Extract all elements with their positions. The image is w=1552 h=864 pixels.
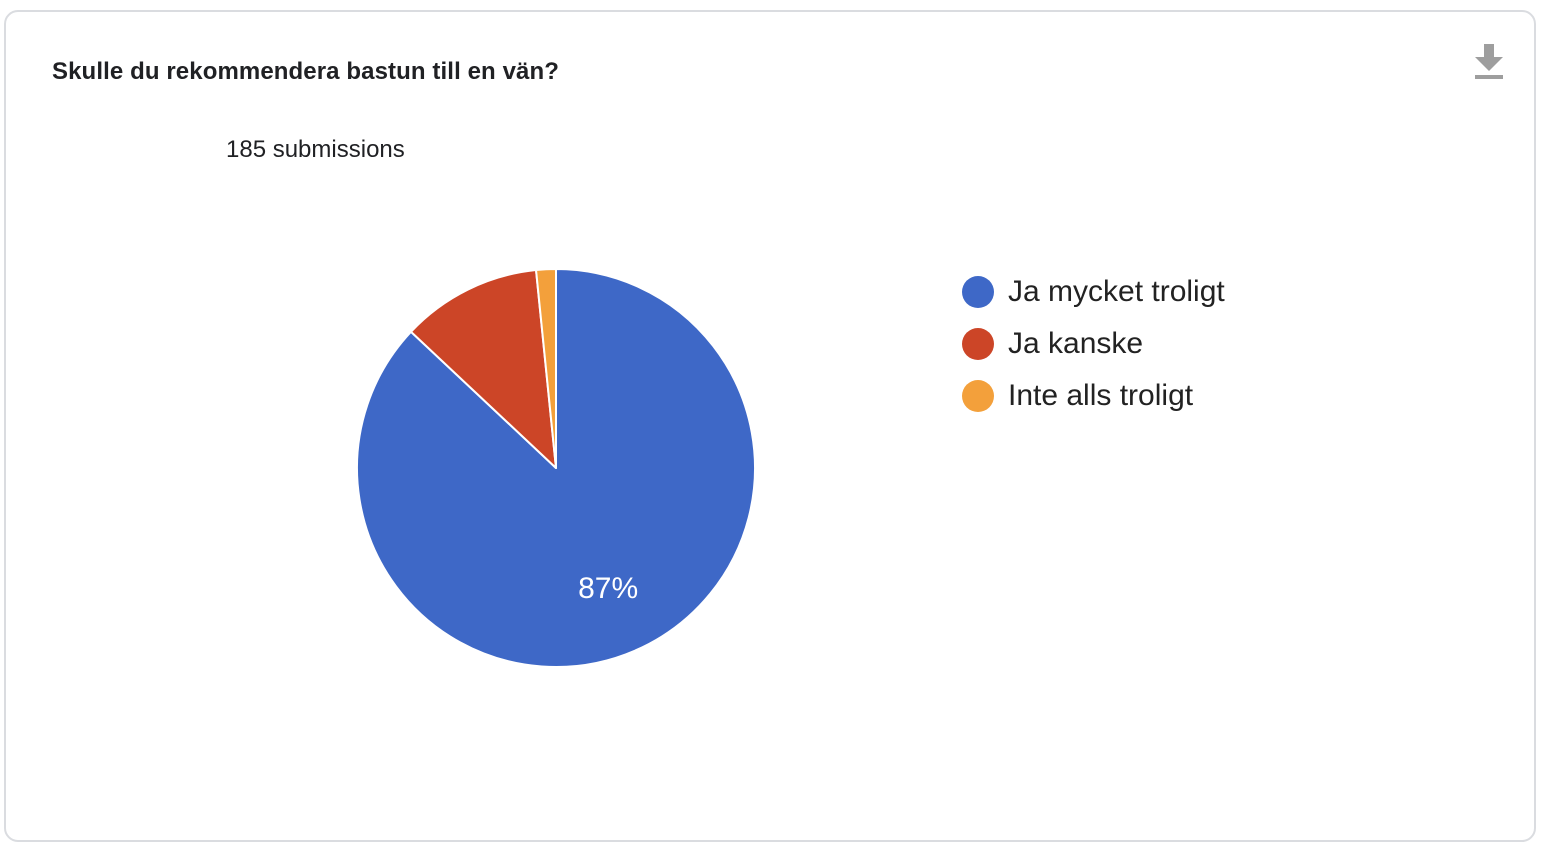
pie-slice-1[interactable] [409, 269, 557, 469]
legend: Ja mycket troligt Ja kanske Inte alls trol… [962, 266, 1225, 422]
submission-count: 185 submissions [226, 136, 405, 163]
legend-label-1: Ja kanske [1008, 327, 1144, 360]
legend-dot-0 [962, 276, 994, 308]
legend-item-2[interactable]: Inte alls troligt [962, 370, 1225, 422]
legend-label-0: Ja mycket troligt [1008, 275, 1225, 308]
chart-title: Skulle du rekommendera bastun till en vä… [52, 58, 559, 85]
download-icon[interactable] [1466, 40, 1512, 86]
legend-item-0[interactable]: Ja mycket troligt [962, 266, 1225, 318]
legend-label-2: Inte alls troligt [1008, 379, 1194, 412]
legend-dot-2 [962, 380, 994, 412]
chart-card [4, 10, 1536, 842]
pie-slice-0[interactable] [356, 268, 756, 668]
legend-item-1[interactable]: Ja kanske [962, 318, 1225, 370]
slice-data-label-0: 87% [578, 572, 638, 605]
pie-slice-2[interactable] [535, 268, 557, 469]
legend-dot-1 [962, 328, 994, 360]
